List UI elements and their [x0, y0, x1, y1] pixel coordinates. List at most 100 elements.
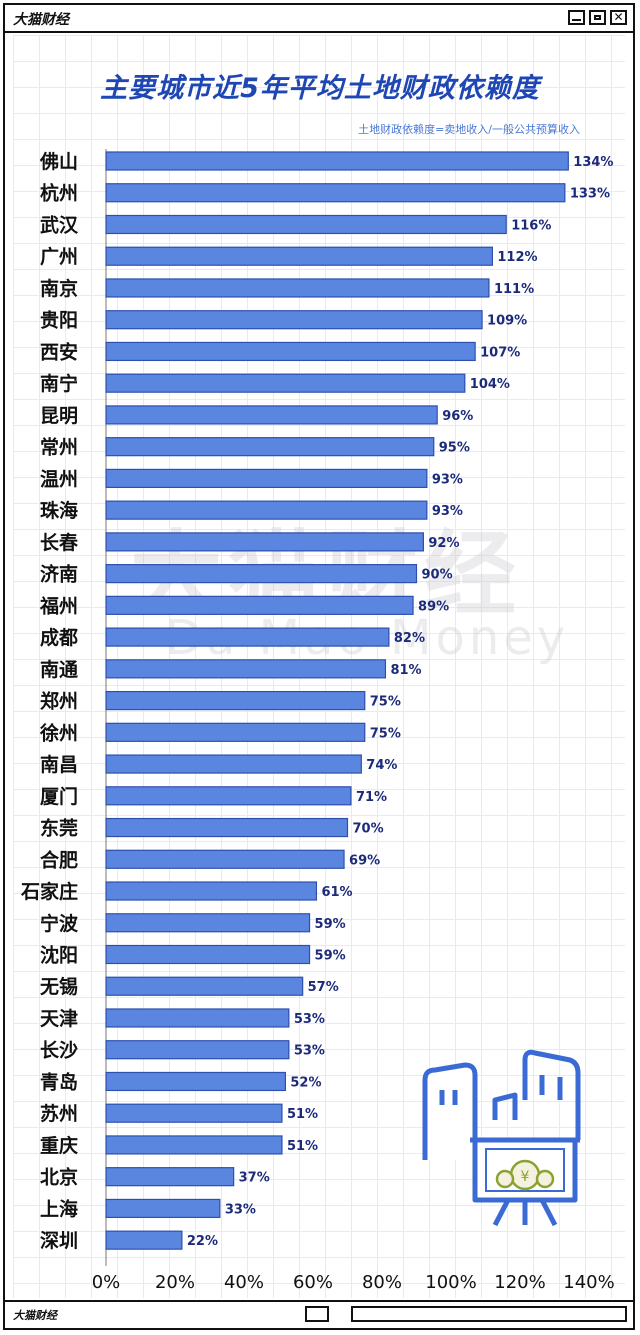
value-label: 69%	[349, 853, 380, 868]
value-label: 71%	[356, 790, 387, 805]
close-button[interactable]: ✕	[610, 10, 627, 25]
bar	[105, 1040, 290, 1060]
bar	[105, 437, 435, 457]
category-label: 苏州	[40, 1102, 78, 1125]
value-label: 75%	[370, 695, 401, 710]
bar	[105, 341, 476, 362]
category-label: 厦门	[40, 785, 78, 808]
category-label: 昆明	[40, 405, 78, 427]
value-label: 107%	[480, 345, 520, 360]
chart-title: 主要城市近5年平均土地财政依赖度	[100, 73, 540, 104]
value-label: 89%	[418, 599, 449, 614]
value-label: 51%	[287, 1139, 318, 1154]
category-label: 东莞	[40, 817, 78, 840]
status-field	[351, 1306, 627, 1322]
bar	[105, 595, 414, 615]
value-label: 93%	[432, 504, 463, 519]
category-label: 徐州	[39, 721, 78, 744]
category-label: 杭州	[40, 182, 78, 205]
value-label: 90%	[422, 568, 453, 583]
bar	[105, 1071, 286, 1092]
category-label: 佛山	[39, 150, 78, 173]
bar	[105, 881, 318, 901]
bar	[105, 151, 569, 171]
category-label: 天津	[40, 1007, 78, 1030]
category-label: 郑州	[40, 691, 78, 713]
bar	[105, 722, 366, 742]
status-title: 大猫财经	[13, 1309, 57, 1322]
window-title: 大猫财经	[13, 12, 69, 28]
value-label: 93%	[432, 472, 463, 487]
bar	[105, 1135, 283, 1155]
category-label: 深圳	[40, 1229, 78, 1252]
value-label: 75%	[370, 726, 401, 741]
x-tick-label: 80%	[362, 1272, 402, 1293]
value-label: 53%	[294, 1012, 325, 1027]
value-label: 112%	[497, 250, 537, 265]
x-tick-label: 140%	[563, 1272, 614, 1293]
value-label: 52%	[290, 1075, 321, 1090]
value-label: 111%	[494, 282, 534, 297]
bar	[105, 817, 349, 838]
x-tick-label: 100%	[425, 1272, 476, 1293]
bar	[105, 754, 362, 774]
maximize-button[interactable]	[589, 10, 606, 25]
bar	[105, 1103, 283, 1123]
category-label: 济南	[40, 563, 78, 586]
category-label: 无锡	[40, 975, 78, 998]
bar	[105, 405, 438, 425]
bar	[105, 468, 428, 488]
status-bar: 大猫财经	[5, 1300, 633, 1328]
bar	[105, 500, 428, 520]
bar	[105, 976, 304, 996]
bar	[105, 849, 345, 869]
chart-note: 土地财政依赖度=卖地收入/一般公共预算收入	[358, 123, 580, 136]
x-tick-label: 120%	[494, 1272, 545, 1293]
value-label: 116%	[511, 218, 551, 233]
x-tick-label: 20%	[155, 1272, 195, 1293]
minimize-button[interactable]	[568, 10, 585, 25]
category-label: 南昌	[40, 754, 78, 776]
value-label: 33%	[225, 1202, 256, 1217]
category-label: 西安	[40, 340, 78, 363]
value-label: 22%	[187, 1234, 218, 1249]
category-label: 合肥	[40, 848, 78, 871]
category-label: 武汉	[40, 214, 79, 236]
category-label: 沈阳	[40, 944, 78, 967]
category-label: 福州	[39, 594, 78, 617]
category-label: 上海	[40, 1197, 78, 1220]
bar	[105, 1230, 183, 1250]
bar	[105, 564, 418, 584]
title-bar: 大猫财经 ✕	[5, 5, 633, 33]
value-label: 53%	[294, 1044, 325, 1059]
bar	[105, 944, 311, 965]
city-money-illustration-icon: ¥	[422, 1049, 581, 1227]
category-label: 广州	[40, 245, 78, 268]
bar	[105, 627, 390, 647]
x-tick-label: 40%	[224, 1272, 264, 1293]
bar	[105, 532, 424, 552]
value-label: 61%	[321, 885, 352, 900]
bar	[105, 690, 366, 711]
bar	[105, 246, 493, 266]
value-label: 92%	[428, 536, 459, 551]
value-label: 74%	[366, 758, 397, 773]
category-label: 长春	[40, 531, 78, 554]
category-label: 宁波	[40, 912, 79, 935]
category-label: 石家庄	[20, 880, 78, 903]
category-label: 南通	[40, 659, 79, 681]
value-label: 95%	[439, 441, 470, 456]
category-label: 南京	[40, 277, 78, 300]
bar	[105, 278, 490, 298]
bar	[105, 310, 483, 330]
value-label: 134%	[573, 155, 613, 170]
value-label: 82%	[394, 631, 425, 646]
svg-text:¥: ¥	[521, 1169, 530, 1185]
category-label: 北京	[40, 1166, 78, 1189]
value-label: 70%	[353, 822, 384, 837]
bar	[105, 786, 352, 806]
bar	[105, 1198, 221, 1219]
bar	[105, 214, 507, 235]
value-label: 133%	[570, 187, 610, 202]
